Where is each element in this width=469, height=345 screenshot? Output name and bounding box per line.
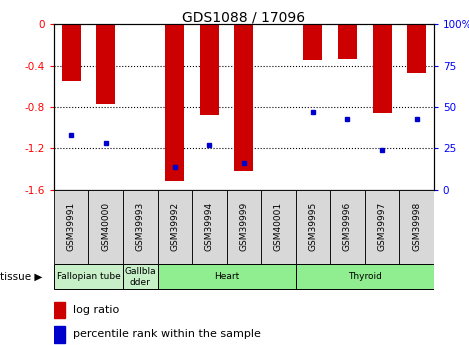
Bar <box>200 24 219 115</box>
Bar <box>330 190 365 264</box>
Bar <box>123 190 158 264</box>
Bar <box>54 326 65 343</box>
Text: GSM40000: GSM40000 <box>101 202 110 252</box>
Text: GSM39998: GSM39998 <box>412 202 421 252</box>
Text: GSM39997: GSM39997 <box>378 202 386 252</box>
Text: Fallopian tube: Fallopian tube <box>57 272 121 282</box>
Bar <box>303 24 323 60</box>
Bar <box>234 24 253 171</box>
Bar <box>54 190 89 264</box>
Text: GSM39994: GSM39994 <box>205 202 214 252</box>
Bar <box>407 24 426 73</box>
Bar <box>192 190 227 264</box>
Bar <box>399 190 434 264</box>
Bar <box>54 264 123 289</box>
Text: log ratio: log ratio <box>73 305 119 315</box>
Bar <box>158 264 295 289</box>
Bar <box>123 264 158 289</box>
Bar <box>338 24 357 59</box>
Bar <box>365 190 399 264</box>
Bar <box>165 24 184 181</box>
Text: percentile rank within the sample: percentile rank within the sample <box>73 329 261 339</box>
Bar <box>261 190 295 264</box>
Text: GSM39991: GSM39991 <box>67 202 76 252</box>
Bar <box>89 190 123 264</box>
Bar <box>54 302 65 318</box>
Bar <box>158 190 192 264</box>
Bar <box>372 24 392 113</box>
Text: Thyroid: Thyroid <box>348 272 382 282</box>
Text: tissue ▶: tissue ▶ <box>0 272 43 282</box>
Bar <box>295 264 434 289</box>
Text: GDS1088 / 17096: GDS1088 / 17096 <box>182 10 305 24</box>
Text: GSM39992: GSM39992 <box>170 202 179 252</box>
Bar <box>227 190 261 264</box>
Text: GSM39999: GSM39999 <box>239 202 249 252</box>
Bar <box>62 24 81 81</box>
Text: GSM39996: GSM39996 <box>343 202 352 252</box>
Text: GSM39993: GSM39993 <box>136 202 145 252</box>
Bar <box>295 190 330 264</box>
Bar <box>96 24 115 104</box>
Text: Heart: Heart <box>214 272 239 282</box>
Text: Gallbla
dder: Gallbla dder <box>124 267 156 287</box>
Text: GSM39995: GSM39995 <box>309 202 318 252</box>
Text: GSM40001: GSM40001 <box>274 202 283 252</box>
